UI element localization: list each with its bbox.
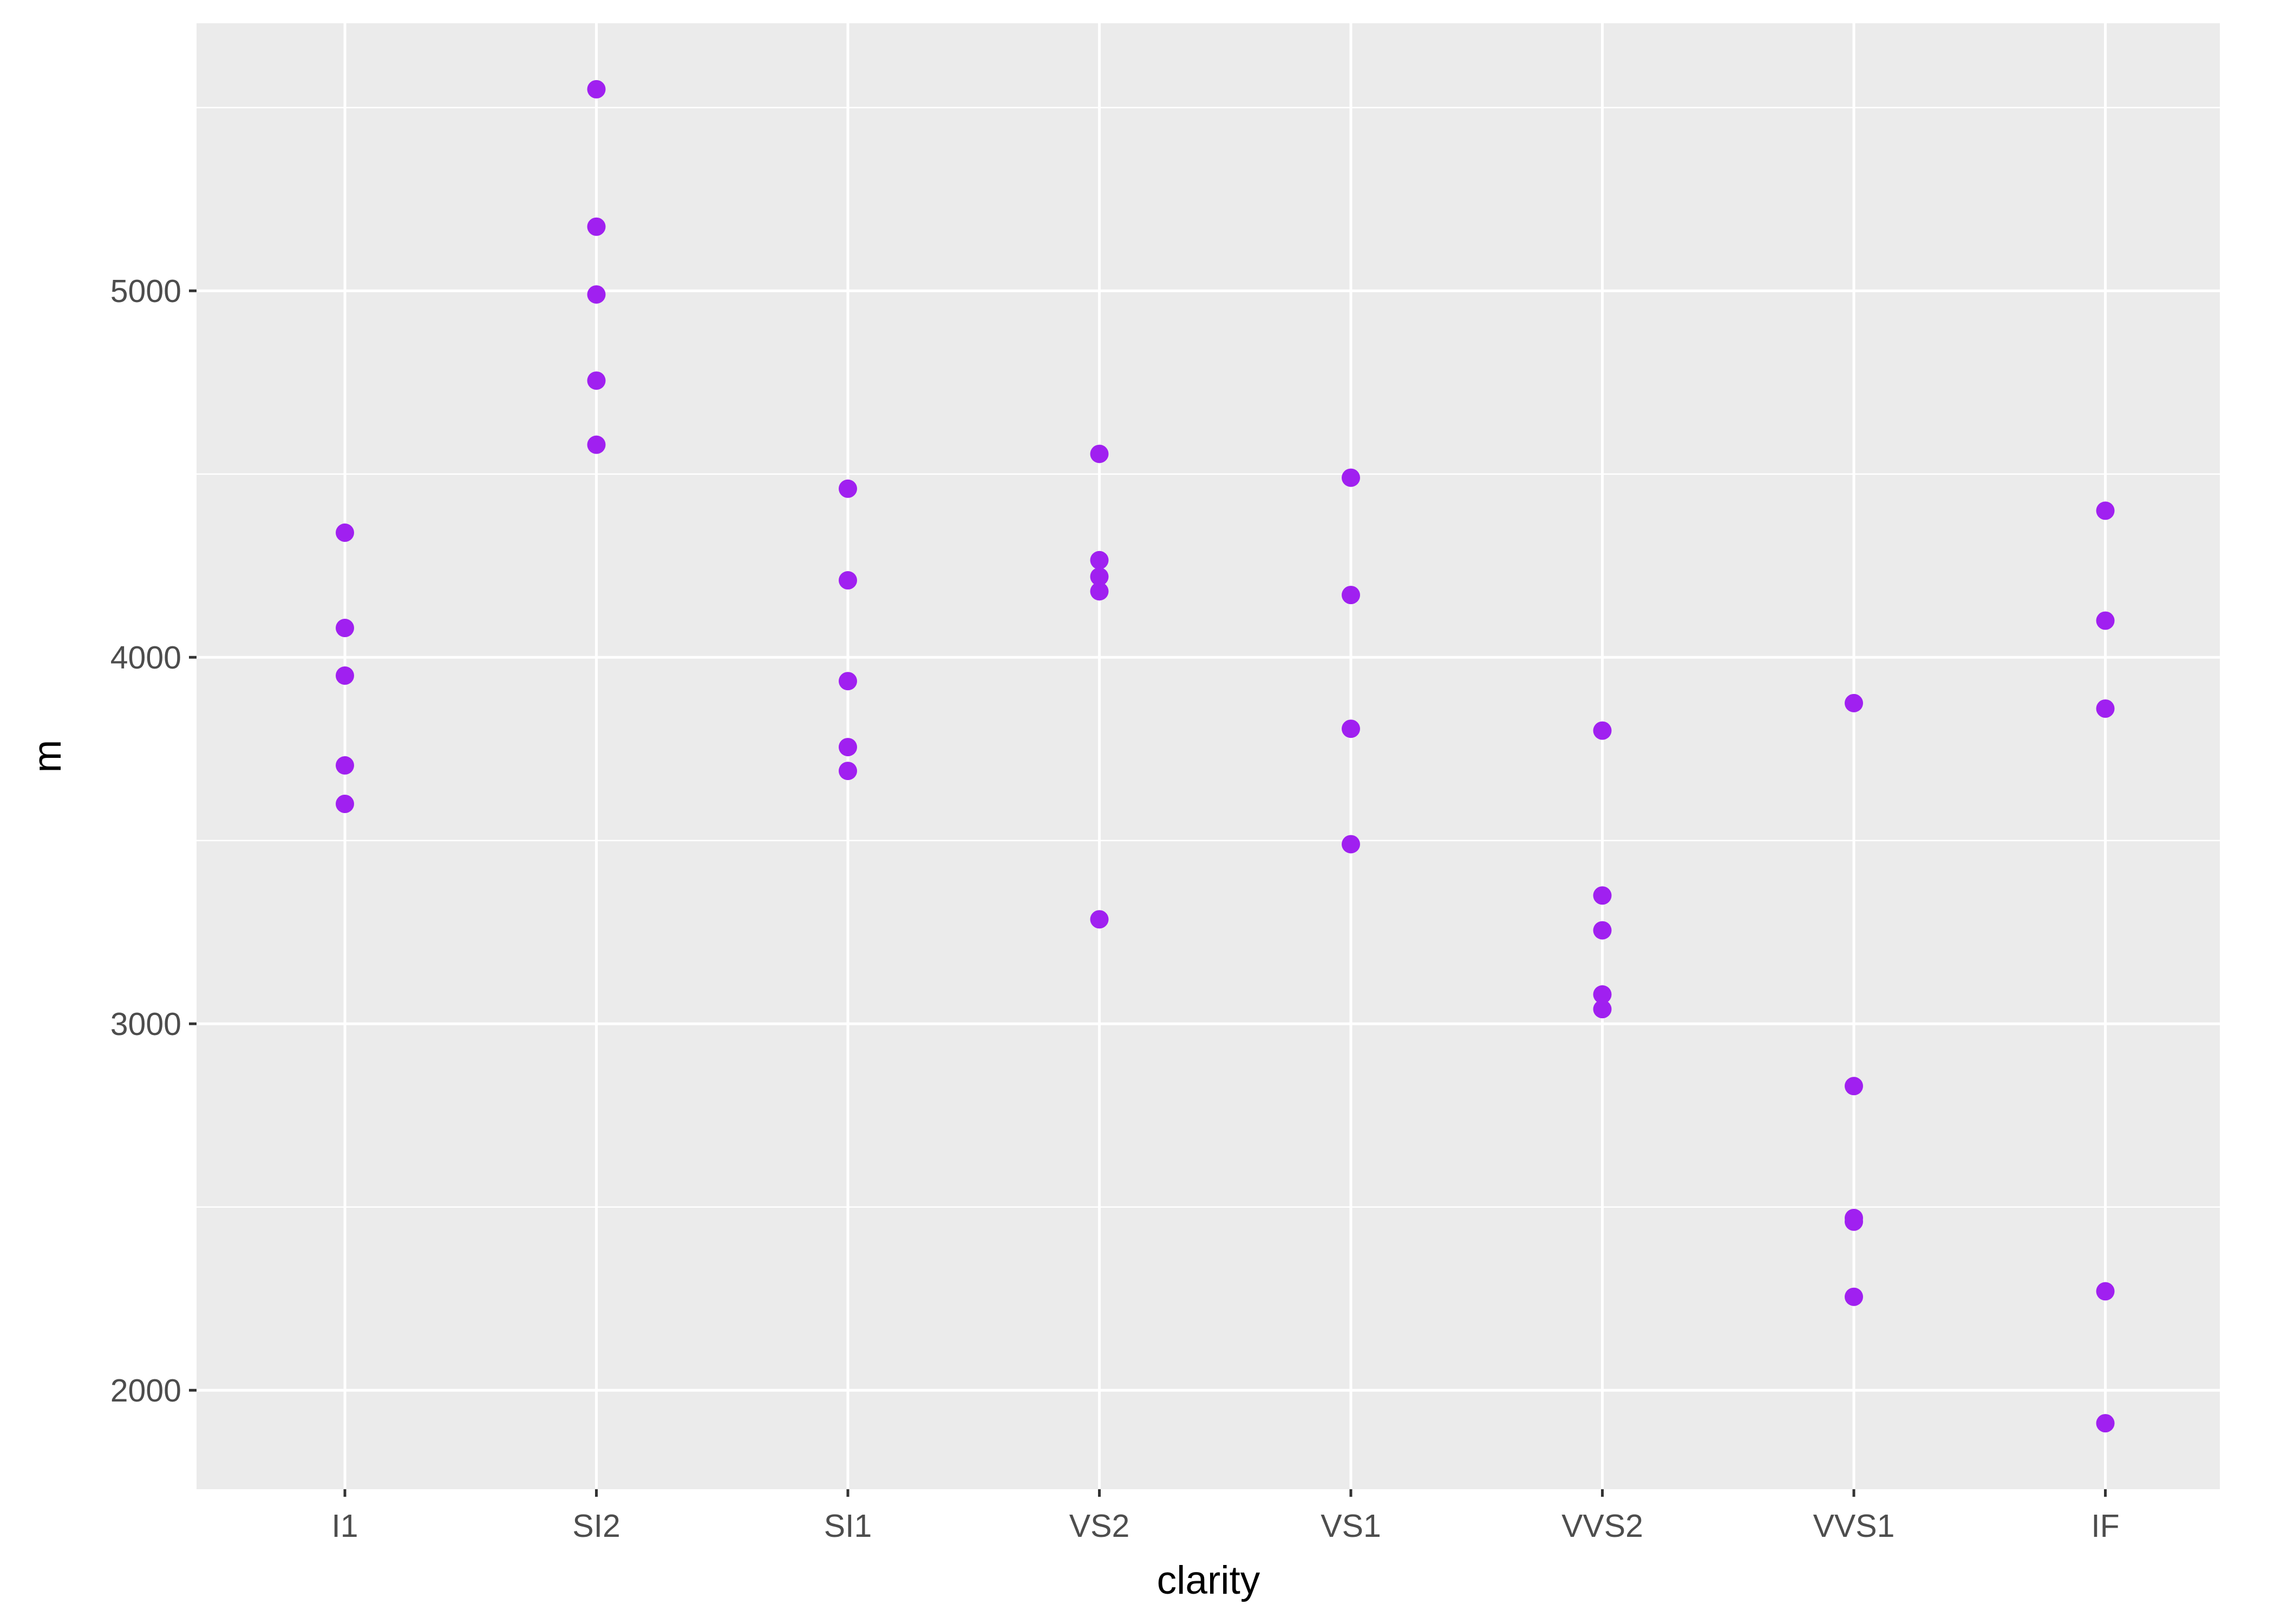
data-point xyxy=(336,666,354,685)
data-point xyxy=(587,80,606,99)
data-point xyxy=(1342,586,1360,605)
y-tick-label: 5000 xyxy=(110,273,181,309)
data-point xyxy=(839,672,857,691)
data-point xyxy=(336,795,354,814)
data-point xyxy=(336,756,354,775)
major-gridlines xyxy=(197,23,2220,1489)
data-point xyxy=(2096,611,2115,630)
data-points xyxy=(336,80,2115,1433)
data-point xyxy=(839,762,857,781)
x-tick-label: VVS2 xyxy=(1561,1508,1643,1544)
data-point xyxy=(1342,719,1360,738)
data-point xyxy=(1593,721,1612,740)
data-point xyxy=(1593,1000,1612,1019)
data-point xyxy=(587,217,606,236)
data-point xyxy=(1845,1077,1863,1096)
x-axis-title: clarity xyxy=(1157,1558,1260,1602)
y-axis-title: m xyxy=(25,740,69,773)
data-point xyxy=(1342,835,1360,854)
data-point xyxy=(1593,886,1612,905)
x-tick-label: VVS1 xyxy=(1813,1508,1895,1544)
data-point xyxy=(587,371,606,390)
x-tick-label: IF xyxy=(2091,1508,2119,1544)
x-axis-ticks: I1 SI2 SI1 VS2 VS1 VVS2 VVS1 IF xyxy=(331,1489,2120,1544)
data-point xyxy=(839,479,857,498)
x-tick-label: VS1 xyxy=(1321,1508,1381,1544)
y-axis-ticks: 2000 3000 4000 5000 xyxy=(110,273,197,1409)
data-point xyxy=(1845,1212,1863,1231)
y-tick-label: 4000 xyxy=(110,640,181,676)
data-point xyxy=(2096,501,2115,520)
data-point xyxy=(587,285,606,304)
data-point xyxy=(839,738,857,757)
data-point xyxy=(839,571,857,590)
data-point xyxy=(1845,693,1863,712)
data-point xyxy=(2096,1282,2115,1301)
data-point xyxy=(1342,468,1360,487)
data-point xyxy=(1090,444,1109,463)
data-point xyxy=(587,435,606,454)
data-point xyxy=(1090,567,1109,586)
data-point xyxy=(1845,1287,1863,1306)
data-point xyxy=(336,523,354,542)
data-point xyxy=(1090,910,1109,929)
y-tick-label: 2000 xyxy=(110,1373,181,1409)
x-tick-label: SI2 xyxy=(572,1508,620,1544)
data-point xyxy=(1090,582,1109,601)
data-point xyxy=(2096,699,2115,718)
minor-gridlines xyxy=(197,107,2220,1208)
data-point xyxy=(1593,985,1612,1004)
data-point xyxy=(1090,551,1109,569)
data-point xyxy=(1593,921,1612,940)
plot-panel xyxy=(197,23,2220,1489)
data-point xyxy=(2096,1414,2115,1433)
data-point xyxy=(336,619,354,638)
y-tick-label: 3000 xyxy=(110,1006,181,1042)
x-tick-label: I1 xyxy=(331,1508,358,1544)
x-tick-label: VS2 xyxy=(1069,1508,1130,1544)
x-tick-label: SI1 xyxy=(824,1508,872,1544)
